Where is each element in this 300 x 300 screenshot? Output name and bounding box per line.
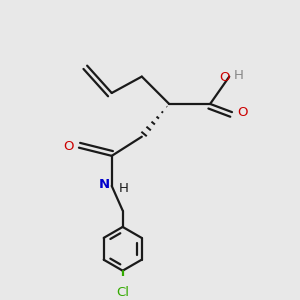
Text: N: N [99, 178, 110, 191]
Text: Cl: Cl [116, 286, 129, 299]
Text: H: H [233, 69, 243, 82]
Text: O: O [64, 140, 74, 153]
Text: O: O [219, 71, 229, 85]
Text: O: O [237, 106, 247, 118]
Text: H: H [118, 182, 128, 195]
